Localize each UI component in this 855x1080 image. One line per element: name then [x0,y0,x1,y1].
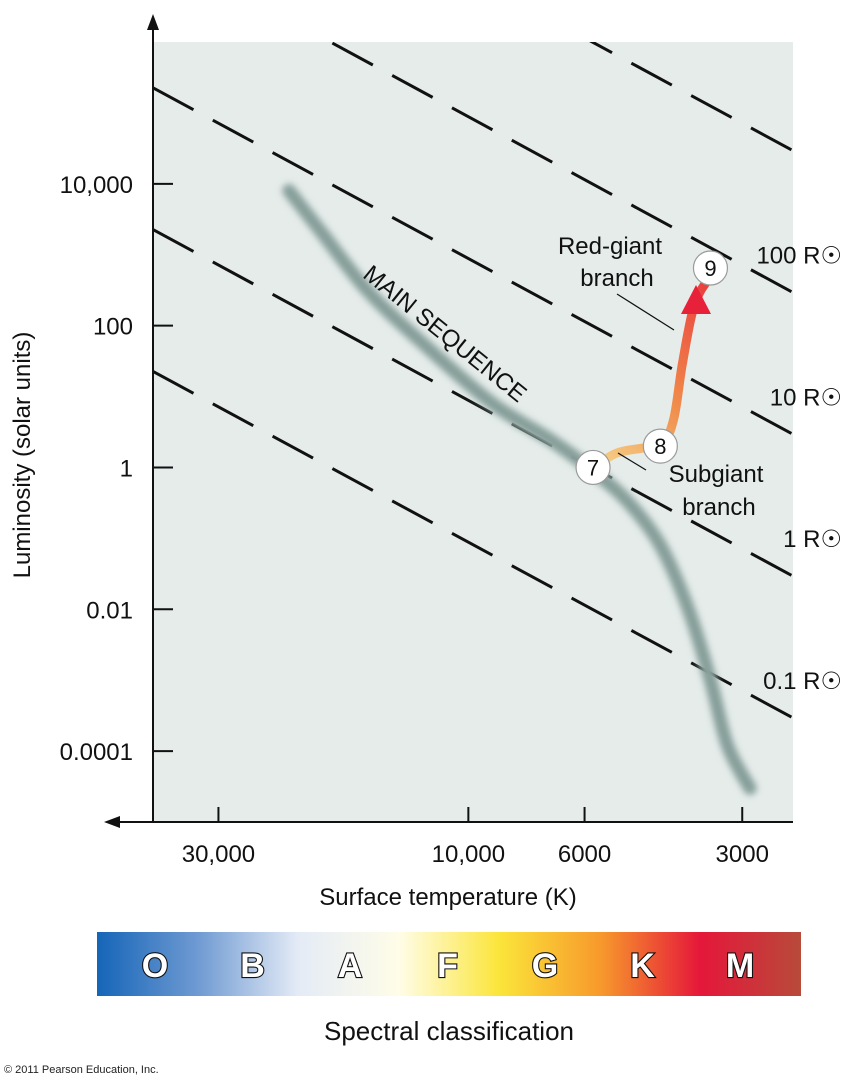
spectral-class-o: O [142,947,168,985]
radius-line [153,86,793,436]
stage-marker [575,449,611,486]
spectral-class-k: K [630,947,655,985]
x-tick-label: 30,000 [182,841,255,868]
y-axis-ticks: 10,000 100 1 0.01 0.0001 [60,172,173,766]
spectral-class-f: F [437,947,458,985]
axes [104,14,793,828]
evolution-track-arrow [681,285,711,314]
radius-label: 0.1 R☉ [763,668,842,695]
radius-lines [153,42,793,720]
red-giant-leader [616,293,675,331]
x-axis-title: Surface temperature (K) [319,884,576,911]
y-tick-label: 1 [120,455,133,482]
spectral-title: Spectral classification [324,1016,574,1046]
y-tick-label: 10,000 [60,172,133,199]
stage-number: 9 [704,256,716,281]
radius-label: 1 R☉ [783,526,842,553]
x-axis-ticks: 30,000 10,000 6000 3000 [182,807,769,868]
evolution-stages: 7 8 9 [575,250,729,486]
stage-number: 7 [587,455,599,480]
stage-marker [642,428,678,464]
y-axis-title: Luminosity (solar units) [9,332,36,579]
plot-area [153,42,793,822]
red-giant-label-line1: Red-giant [558,233,662,260]
stage-marker [692,250,729,286]
spectral-class-a: A [338,947,363,985]
spectral-bar [97,932,801,996]
x-tick-label: 3000 [716,841,769,868]
subgiant-leader [617,452,647,471]
red-giant-label-line2: branch [580,265,653,292]
stage-number: 8 [654,434,666,459]
y-tick-label: 100 [93,314,133,341]
spectral-class-b: B [240,947,265,985]
radius-labels: 100 R☉ 10 R☉ 1 R☉ 0.1 R☉ [756,242,842,694]
y-tick-label: 0.0001 [60,739,133,766]
subgiant-label-line2: branch [682,494,755,521]
y-axis-arrow [147,14,159,30]
x-tick-label: 6000 [558,841,611,868]
y-tick-label: 0.01 [86,597,133,624]
x-tick-label: 10,000 [432,841,505,868]
copyright: © 2011 Pearson Education, Inc. [4,1064,159,1076]
radius-label: 100 R☉ [756,242,842,269]
subgiant-label-line1: Subgiant [669,461,764,488]
radius-line [327,42,793,294]
x-axis-arrow [104,816,120,828]
spectral-class-m: M [726,947,754,985]
radius-line [153,228,793,578]
radius-line [153,370,793,720]
radius-label: 10 R☉ [770,384,842,411]
spectral-class-g: G [532,947,558,985]
